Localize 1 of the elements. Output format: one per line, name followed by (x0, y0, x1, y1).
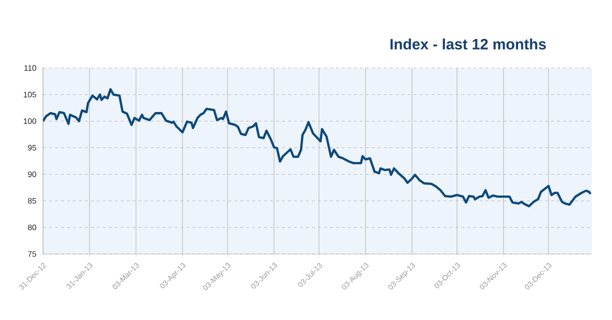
chart-title: Index - last 12 months (390, 38, 546, 50)
